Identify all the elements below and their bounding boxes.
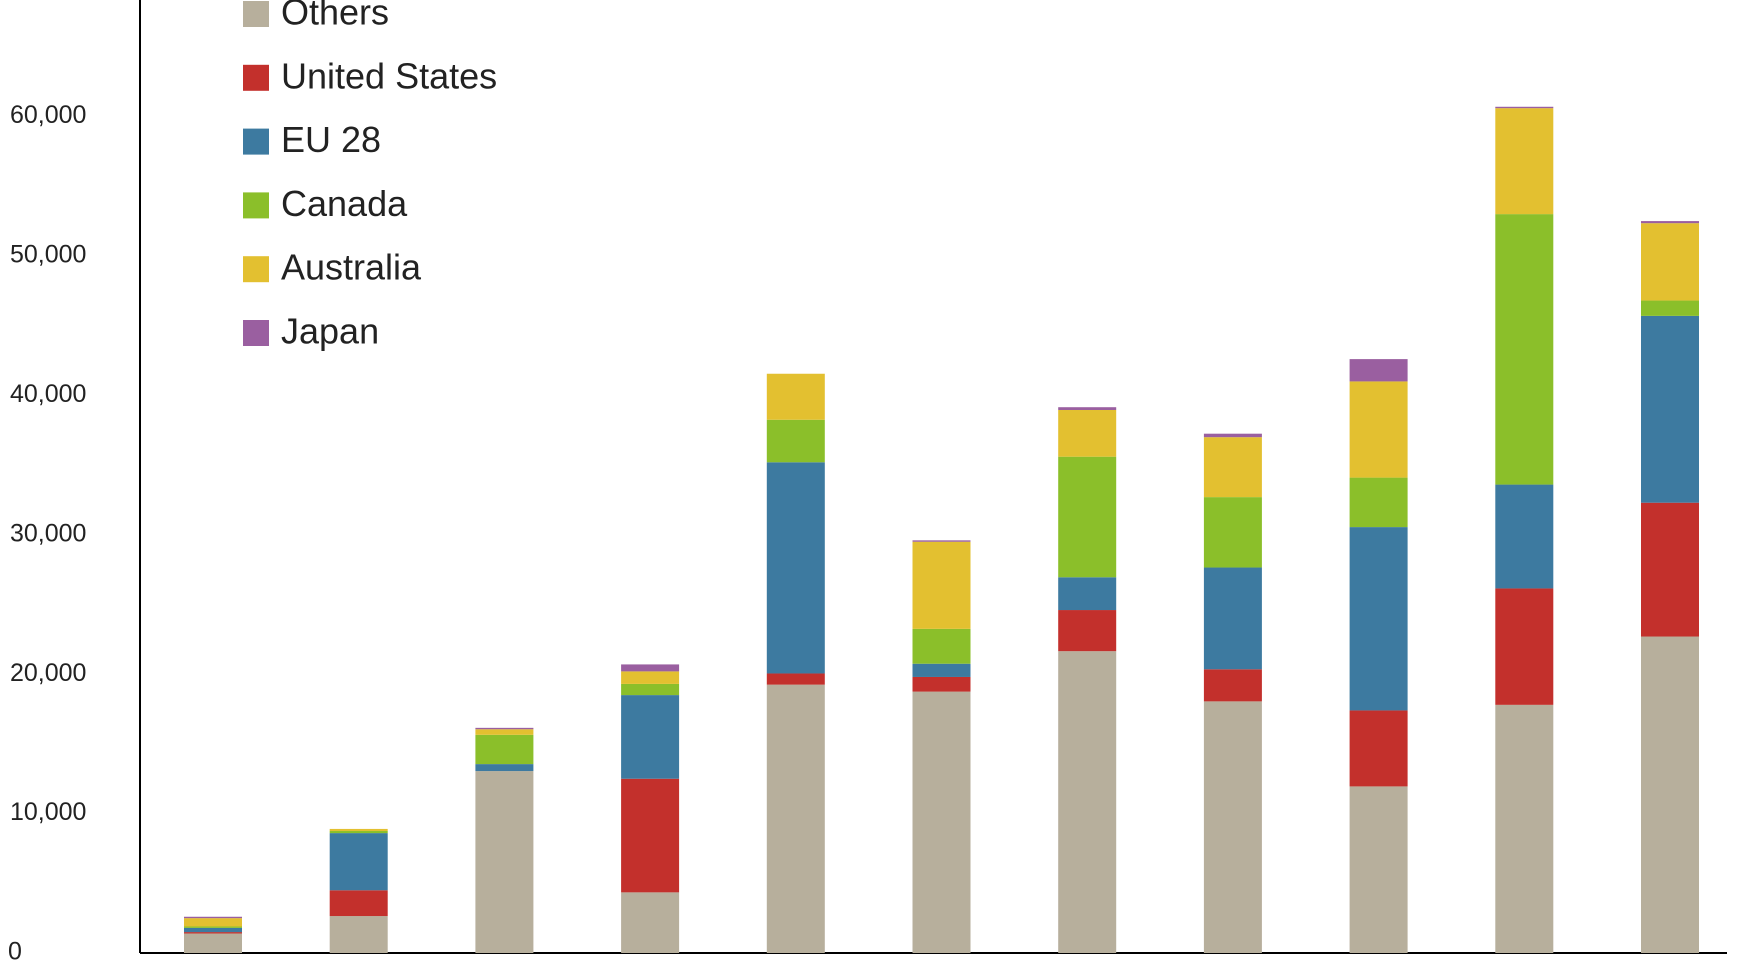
bar-segment: [475, 764, 534, 772]
y-tick-label: 0: [8, 938, 22, 965]
bar-segment: [912, 691, 971, 953]
y-tick-label: 50,000: [10, 241, 86, 269]
bar-segment: [1349, 786, 1408, 953]
bar-segment: [1495, 106, 1554, 109]
bar-segment: [1058, 577, 1117, 611]
bar-segment: [1349, 710, 1408, 787]
bar-segment: [1058, 610, 1117, 652]
bar-segment: [329, 916, 388, 953]
bar-segment: [475, 727, 534, 730]
bar-segment: [1349, 477, 1408, 528]
bar-segment: [1349, 359, 1408, 382]
bar-segment: [621, 671, 680, 684]
y-tick-label: 30,000: [10, 519, 86, 547]
bar-segment: [1495, 108, 1554, 215]
bar-segment: [621, 683, 680, 696]
legend-label: Canada: [281, 183, 408, 224]
bar-segment: [766, 373, 825, 420]
legend-swatch: [243, 128, 269, 155]
bar-segment: [1058, 651, 1117, 953]
bar-segment: [912, 541, 971, 629]
bar-segment: [329, 833, 388, 891]
bar-segment: [1203, 701, 1262, 953]
legend-swatch: [243, 256, 269, 283]
bar-segment: [184, 926, 242, 928]
legend-label: Japan: [281, 311, 379, 352]
bar-segment: [1641, 223, 1699, 301]
bar-segment: [621, 892, 680, 953]
bar-segment: [329, 831, 388, 834]
bar-segment: [1641, 315, 1699, 503]
bar-segment: [1203, 497, 1262, 568]
y-tick-label: 40,000: [10, 380, 86, 408]
bar-segment: [184, 933, 242, 953]
legend-label: United States: [281, 55, 497, 96]
bar-segment: [912, 628, 971, 664]
bar-segment: [184, 916, 242, 919]
bar-segment: [184, 918, 242, 927]
bar-segment: [1641, 502, 1699, 637]
bar-segment: [329, 890, 388, 917]
bar-segment: [1495, 484, 1554, 589]
bar-segment: [766, 684, 825, 953]
bar-segment: [475, 771, 534, 953]
bar-segment: [1495, 214, 1554, 485]
bar-segment: [1203, 567, 1262, 670]
legend-label: Others: [281, 0, 389, 33]
bar-segment: [1203, 437, 1262, 498]
bar-segment: [1641, 300, 1699, 316]
bar-segment: [1203, 669, 1262, 702]
legend-swatch: [243, 1, 269, 27]
bar-segment: [1058, 456, 1117, 578]
bar-segment: [1641, 221, 1699, 224]
bar-segment: [621, 695, 680, 779]
bar-segment: [912, 663, 971, 677]
bar-segment: [1349, 527, 1408, 711]
bar-segment: [766, 673, 825, 685]
bar-segment: [912, 676, 971, 692]
bar-segment: [184, 932, 242, 934]
bar-segment: [475, 734, 534, 765]
bar-segment: [912, 540, 971, 542]
bar-segment: [1058, 409, 1117, 457]
bar-segment: [1203, 433, 1262, 438]
bar-segment: [1058, 407, 1117, 410]
legend-label: Australia: [281, 247, 422, 288]
bar-segment: [184, 927, 242, 933]
bar-segment: [475, 729, 534, 735]
bar-segment: [766, 419, 825, 463]
bar-segment: [766, 462, 825, 674]
y-tick-label: 20,000: [10, 659, 86, 687]
bar-segment: [329, 828, 388, 832]
y-tick-label: 60,000: [10, 101, 86, 129]
bar-segment: [1641, 636, 1699, 953]
legend-swatch: [243, 192, 269, 219]
bar-segment: [1495, 588, 1554, 705]
bar-segment: [1495, 704, 1554, 953]
legend-label: EU 28: [281, 119, 381, 160]
y-tick-label: 10,000: [10, 798, 86, 826]
bar-segment: [621, 664, 680, 672]
bar-segment: [621, 778, 680, 893]
legend-swatch: [243, 64, 269, 91]
bar-segment: [1349, 381, 1408, 478]
legend-swatch: [243, 320, 269, 346]
